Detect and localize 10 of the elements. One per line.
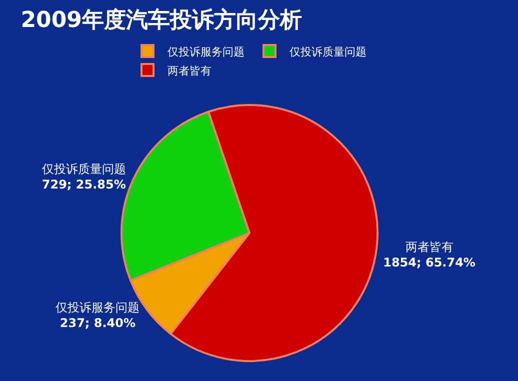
slice-label: 仅投诉质量问题 <box>42 162 126 176</box>
slice-label: 仅投诉服务问题 <box>56 300 140 314</box>
data-label: 729; 25.85% <box>42 178 126 192</box>
legend-label: 仅投诉质量问题 <box>290 45 366 58</box>
data-label: 1854; 65.74% <box>383 256 476 270</box>
legend-label: 仅投诉服务问题 <box>168 45 244 58</box>
slice-label: 两者皆有 <box>405 240 454 254</box>
data-label: 237; 8.40% <box>60 316 136 330</box>
chart-title: 2009年度汽车投诉方向分析 <box>20 6 302 33</box>
legend-label: 两者皆有 <box>168 64 212 78</box>
